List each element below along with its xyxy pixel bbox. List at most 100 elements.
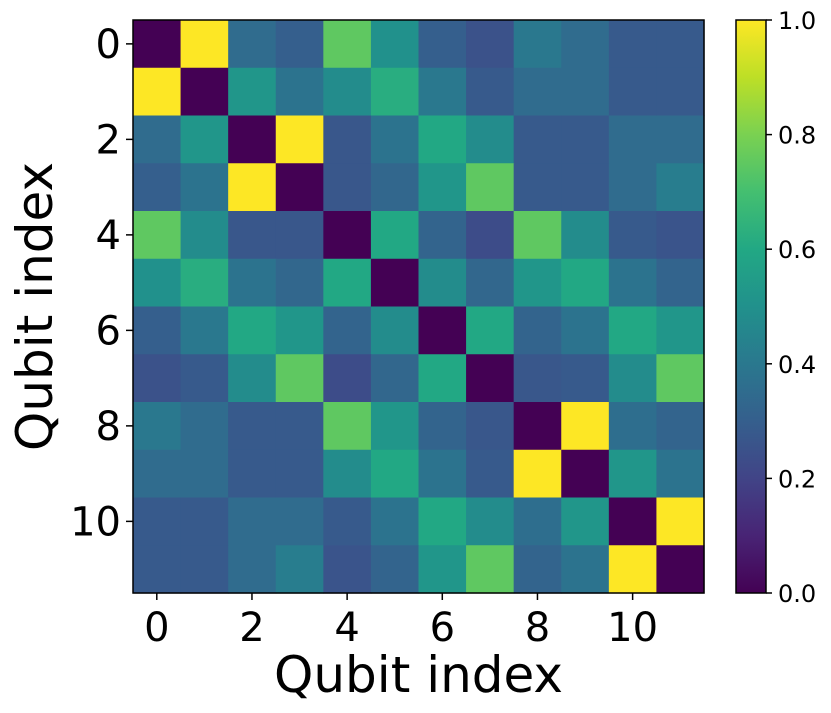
heatmap-cell: [228, 306, 277, 355]
heatmap-cell: [323, 67, 372, 117]
colorbar-tick-label: 0.2: [778, 465, 816, 493]
heatmap-cell: [370, 354, 420, 403]
heatmap-cell: [466, 115, 515, 164]
heatmap-cell: [561, 402, 610, 451]
heatmap-cell: [180, 211, 229, 260]
heatmap-cell: [275, 115, 324, 164]
heatmap-cell: [323, 449, 372, 499]
y-tick-label: 4: [96, 213, 121, 259]
heatmap-cell: [228, 20, 277, 69]
heatmap-cell: [513, 20, 562, 69]
heatmap-cell: [275, 67, 324, 117]
x-tick-label: 6: [430, 605, 455, 651]
heatmap-cell: [513, 67, 562, 117]
heatmap-cell: [180, 449, 229, 499]
heatmap-cell: [466, 545, 515, 594]
heatmap-cell: [656, 67, 705, 117]
x-axis: 0 2 4 6 8 10: [144, 593, 658, 651]
heatmap-cell: [656, 211, 705, 260]
heatmap-cell: [275, 258, 324, 308]
heatmap-cell: [466, 354, 515, 403]
colorbar: [735, 19, 767, 594]
heatmap-cell: [466, 211, 515, 260]
heatmap-cell: [561, 115, 610, 164]
heatmap-cell: [608, 20, 658, 69]
heatmap-cell: [513, 449, 562, 499]
heatmap-cell: [561, 545, 610, 594]
y-axis: 0 2 4 6 8 10: [70, 22, 133, 545]
heatmap-cell: [133, 163, 182, 212]
heatmap-cell: [513, 211, 562, 260]
heatmap-cell: [608, 258, 658, 308]
colorbar-tick-label: 0.8: [778, 122, 816, 150]
colorbar-tick-label: 0.0: [778, 580, 816, 608]
heatmap-cell: [513, 306, 562, 355]
heatmap-cell: [180, 258, 229, 308]
heatmap-cell: [608, 497, 658, 546]
heatmap-cell: [323, 20, 372, 69]
heatmap-cell: [513, 545, 562, 594]
heatmap-cell: [370, 67, 420, 117]
heatmap-cell: [133, 211, 182, 260]
heatmap-cell: [228, 497, 277, 546]
heatmap-cell: [608, 354, 658, 403]
heatmap-cell: [370, 497, 420, 546]
x-tick-label: 8: [525, 605, 550, 651]
heatmap-cell: [513, 497, 562, 546]
heatmap-cell: [133, 497, 182, 546]
heatmap-cell: [608, 449, 658, 499]
heatmap-cell: [323, 163, 372, 212]
heatmap-cell: [561, 306, 610, 355]
heatmap-cell: [561, 163, 610, 212]
heatmap-cell: [180, 545, 229, 594]
heatmap-cell: [656, 497, 705, 546]
heatmap-cell: [228, 258, 277, 308]
heatmap-cell: [370, 211, 420, 260]
heatmap-cell: [418, 115, 467, 164]
heatmap-cell: [180, 354, 229, 403]
heatmap-cell: [608, 306, 658, 355]
heatmap-cell: [466, 449, 515, 499]
heatmap-cell: [133, 306, 182, 355]
heatmap-cell: [656, 20, 705, 69]
heatmap-cell: [275, 20, 324, 69]
heatmap-cell: [133, 545, 182, 594]
heatmap-cell: [228, 163, 277, 212]
heatmap-cell: [228, 211, 277, 260]
heatmap-cell: [466, 258, 515, 308]
heatmap-cell: [561, 211, 610, 260]
heatmap-cell: [418, 306, 467, 355]
heatmap-cell: [466, 497, 515, 546]
y-tick-label: 6: [96, 308, 121, 354]
heatmap-cell: [561, 20, 610, 69]
x-axis-label: Qubit index: [274, 646, 563, 704]
heatmap-cell: [370, 258, 420, 308]
heatmap-cell: [133, 20, 182, 69]
heatmap-cell: [323, 402, 372, 451]
heatmap-cell: [180, 67, 229, 117]
y-tick-label: 0: [96, 22, 121, 68]
heatmap-cell: [561, 67, 610, 117]
heatmap-cell: [656, 163, 705, 212]
heatmap-cell: [513, 258, 562, 308]
colorbar-tick-label: 0.6: [778, 236, 816, 264]
y-tick-label: 10: [70, 499, 121, 545]
y-axis-label: Qubit index: [6, 162, 64, 451]
heatmap-cell: [133, 67, 182, 117]
x-tick-label: 0: [144, 605, 169, 651]
heatmap-cell: [418, 354, 467, 403]
heatmap-cell: [275, 402, 324, 451]
heatmap-cell: [561, 354, 610, 403]
colorbar-tick-label: 0.4: [778, 351, 816, 379]
heatmap-cell: [466, 67, 515, 117]
heatmap-cell: [370, 449, 420, 499]
heatmap-cell: [656, 115, 705, 164]
heatmap-cell: [228, 449, 277, 499]
heatmap-cell: [418, 545, 467, 594]
heatmap-cell: [133, 115, 182, 164]
heatmap-cell: [608, 67, 658, 117]
heatmap-cell: [608, 545, 658, 594]
x-tick-label: 2: [239, 605, 264, 651]
heatmap-cell: [466, 306, 515, 355]
